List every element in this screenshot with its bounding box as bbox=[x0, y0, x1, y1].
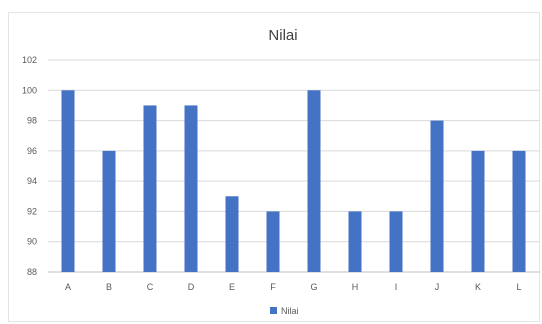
y-tick-label: 88 bbox=[27, 267, 37, 277]
bar-J bbox=[430, 120, 444, 272]
legend: Nilai bbox=[270, 306, 299, 316]
bar-F bbox=[266, 211, 280, 272]
x-tick-label: G bbox=[310, 282, 317, 292]
x-tick-label: A bbox=[65, 282, 71, 292]
x-tick-label: F bbox=[270, 282, 276, 292]
legend-swatch bbox=[270, 307, 277, 314]
bars bbox=[61, 90, 526, 273]
bar-I bbox=[389, 211, 403, 272]
legend-label: Nilai bbox=[281, 306, 299, 316]
bar-G bbox=[307, 90, 321, 273]
bar-D bbox=[184, 105, 198, 272]
y-tick-label: 90 bbox=[27, 237, 37, 247]
x-tick-label: J bbox=[435, 282, 440, 292]
y-tick-label: 102 bbox=[22, 55, 37, 65]
x-tick-label: D bbox=[188, 282, 195, 292]
x-tick-label: L bbox=[516, 282, 521, 292]
y-tick-label: 92 bbox=[27, 206, 37, 216]
x-tick-label: E bbox=[229, 282, 235, 292]
x-tick-label: C bbox=[147, 282, 154, 292]
x-axis-ticks: A B C D E F G H I J K L bbox=[65, 282, 522, 292]
gridlines bbox=[48, 59, 540, 273]
bar-K bbox=[471, 150, 485, 272]
bar-A bbox=[61, 90, 75, 273]
x-tick-label: B bbox=[106, 282, 112, 292]
y-tick-label: 94 bbox=[27, 176, 37, 186]
y-tick-label: 100 bbox=[22, 85, 37, 95]
bar-C bbox=[143, 105, 157, 272]
bar-H bbox=[348, 211, 362, 272]
y-tick-label: 98 bbox=[27, 116, 37, 126]
chart-title: Nilai bbox=[268, 27, 297, 44]
x-tick-label: I bbox=[395, 282, 398, 292]
x-tick-label: K bbox=[475, 282, 481, 292]
bar-E bbox=[225, 196, 239, 272]
x-tick-label: H bbox=[352, 282, 359, 292]
y-axis-ticks: 88 90 92 94 96 98 100 102 bbox=[22, 55, 37, 277]
bar-B bbox=[102, 150, 116, 272]
y-tick-label: 96 bbox=[27, 146, 37, 156]
bar-L bbox=[512, 150, 526, 272]
